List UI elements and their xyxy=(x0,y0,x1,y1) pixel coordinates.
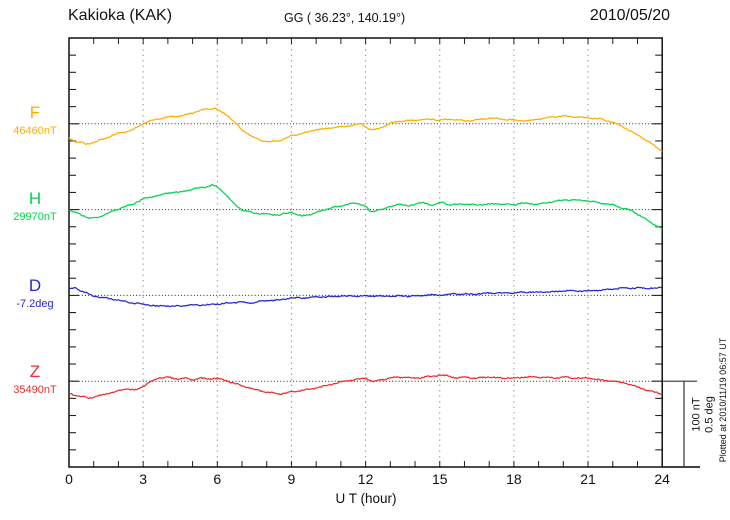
component-label-D: D -7.2deg xyxy=(6,277,64,310)
station-title: Kakioka (KAK) xyxy=(68,7,173,24)
component-reference: 46460nT xyxy=(13,125,57,137)
component-reference: -7.2deg xyxy=(16,298,54,310)
x-tick-label: 0 xyxy=(65,471,73,487)
observation-date: 2010/05/20 xyxy=(589,7,670,24)
scale-bar-deg-label: 0.5 deg xyxy=(703,396,716,433)
series-Z-curve xyxy=(68,374,663,400)
x-tick-label: 12 xyxy=(357,471,374,487)
x-tick-label: 15 xyxy=(431,471,448,487)
x-tick-label: 18 xyxy=(506,471,522,487)
component-label-Z: Z 35490nT xyxy=(6,363,64,396)
component-reference: 29970nT xyxy=(13,211,57,223)
geographic-coordinates: GG ( 36.23°, 140.19°) xyxy=(284,11,406,25)
component-label-F: F 46460nT xyxy=(6,104,64,137)
series-D-curve xyxy=(68,286,663,308)
component-letter: F xyxy=(29,103,41,122)
x-tick-label: 3 xyxy=(139,471,148,487)
component-letter: H xyxy=(28,189,42,208)
x-tick-label: 21 xyxy=(580,471,596,487)
component-reference: 35490nT xyxy=(13,384,57,396)
plotted-at-stamp: Plotted at 2010/11/19 06:57 UT xyxy=(718,337,728,463)
scale-bar-nt-label: 100 nT xyxy=(690,397,703,432)
series-H-curve xyxy=(68,183,663,230)
x-tick-label: 6 xyxy=(213,471,222,487)
component-letter: Z xyxy=(29,362,41,381)
plot-border xyxy=(68,37,663,468)
x-axis-label: U T (hour) xyxy=(335,491,397,506)
x-tick-label: 9 xyxy=(287,471,296,487)
series-F-curve xyxy=(68,107,663,152)
x-tick-label: 24 xyxy=(654,471,670,487)
component-label-H: H 29970nT xyxy=(6,190,64,223)
component-letter: D xyxy=(28,276,42,295)
